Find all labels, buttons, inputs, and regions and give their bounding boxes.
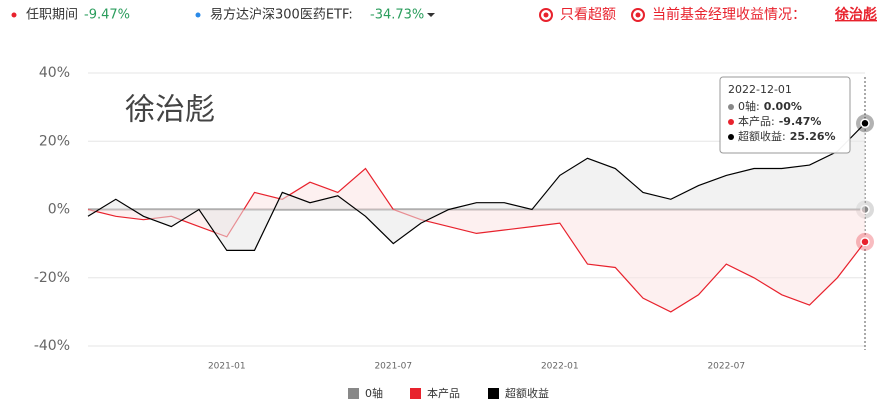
end-point	[860, 237, 870, 247]
x-tick-label: 2021-01	[208, 362, 246, 372]
tooltip-dot	[728, 134, 734, 140]
area	[88, 123, 865, 251]
tooltip-label: 本产品:	[738, 114, 775, 128]
tooltip-date: 2022-12-01	[728, 83, 792, 96]
x-tick-label: 2022-07	[707, 362, 745, 372]
tooltip-dot	[728, 104, 734, 110]
tooltip-label: 0轴:	[738, 99, 760, 113]
tooltip-item: 0轴: 0.00%	[738, 99, 802, 113]
tooltip	[719, 76, 851, 154]
legend-label: 超额收益	[505, 386, 549, 400]
period-label: 任职期间	[26, 8, 78, 23]
manager-name[interactable]: 徐治彪	[834, 6, 877, 23]
series-line	[87, 122, 866, 251]
tooltip-value: 0.00%	[764, 100, 802, 113]
legend-swatch[interactable]	[410, 388, 421, 399]
tooltip-item: 本产品: -9.47%	[738, 114, 821, 128]
legend-label: 0轴	[365, 386, 383, 400]
legend-label: 本产品	[427, 386, 460, 400]
bullet	[195, 12, 201, 18]
x-tick-label: 2022-01	[541, 362, 579, 372]
end-point	[860, 118, 870, 129]
tooltip-dot	[728, 119, 734, 125]
y-tick-label: 40%	[39, 65, 70, 81]
x-tick-label: 2021-07	[374, 362, 412, 372]
dropdown-arrow[interactable]	[427, 13, 435, 17]
tooltip-label: 超额收益:	[738, 129, 786, 143]
legend-swatch[interactable]	[348, 388, 359, 399]
y-tick-label: -40%	[34, 338, 70, 354]
fund-value[interactable]: -34.73%	[370, 8, 424, 23]
period-value: -9.47%	[84, 8, 130, 23]
fund-label: 易方达沪深300医药ETF:	[210, 7, 353, 23]
excess-only[interactable]: 只看超额	[560, 7, 616, 23]
manager-return[interactable]: 当前基金经理收益情况：	[652, 6, 806, 23]
watermark: 徐治彪	[125, 93, 215, 128]
y-tick-label: 20%	[39, 133, 70, 149]
y-tick-label: 0%	[48, 202, 70, 218]
radio-dot	[543, 12, 549, 18]
bullet	[11, 12, 17, 18]
tooltip-item: 超额收益: 25.26%	[738, 129, 836, 143]
tooltip-value: 25.26%	[790, 130, 836, 143]
y-tick-label: -20%	[34, 270, 70, 286]
radio-dot	[635, 12, 641, 18]
legend-swatch[interactable]	[488, 388, 499, 399]
tooltip-value: -9.47%	[779, 115, 822, 128]
